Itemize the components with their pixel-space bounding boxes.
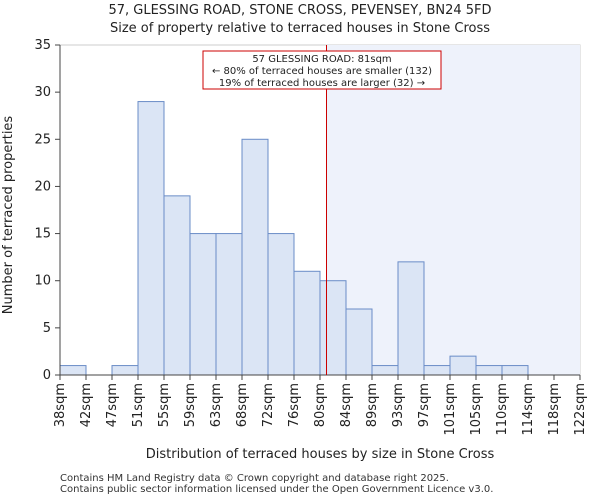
x-axis-title: Distribution of terraced houses by size …: [146, 447, 495, 462]
bar: [397, 261, 425, 376]
x-tick-label: 84sqm: [339, 383, 354, 427]
x-tick-label: 89sqm: [365, 383, 380, 427]
x-tick-label: 80sqm: [313, 383, 328, 427]
bar: [449, 355, 477, 376]
annotation-line-1: 57 GLESSING ROAD: 81sqm: [252, 54, 391, 65]
chart-subtitle: Size of property relative to terraced ho…: [109, 21, 491, 36]
annotation-box: [202, 50, 442, 90]
footer-line-1: Contains HM Land Registry data © Crown c…: [60, 473, 449, 484]
y-tick-label: 30: [34, 85, 51, 100]
x-tick-label: 105sqm: [469, 383, 484, 436]
x-tick-label: 59sqm: [183, 383, 198, 427]
bar: [423, 365, 451, 376]
bar: [501, 365, 529, 376]
footer-line-2: Contains public sector information licen…: [60, 484, 494, 495]
y-axis-title: Number of terraced properties: [1, 116, 16, 315]
x-tick-label: 42sqm: [79, 383, 94, 427]
x-tick-label: 55sqm: [157, 383, 172, 427]
bar: [215, 233, 243, 376]
y-tick-label: 5: [43, 321, 51, 336]
x-tick-label: 122sqm: [573, 383, 588, 436]
annotation-line-2: ← 80% of terraced houses are smaller (13…: [212, 66, 432, 77]
bar: [345, 308, 373, 376]
bar: [371, 365, 399, 376]
x-tick-label: 51sqm: [131, 383, 146, 427]
x-tick-label: 68sqm: [235, 383, 250, 427]
y-tick-label: 15: [34, 227, 51, 242]
annotation-line-3: 19% of terraced houses are larger (32) →: [219, 78, 425, 89]
y-tick-label: 20: [34, 179, 51, 194]
x-tick-label: 118sqm: [547, 383, 562, 436]
bar: [241, 138, 269, 376]
bar: [475, 365, 503, 376]
bar: [59, 365, 87, 376]
x-tick-label: 38sqm: [53, 383, 68, 427]
bar: [293, 270, 321, 376]
x-tick-label: 63sqm: [209, 383, 224, 427]
x-tick-label: 76sqm: [287, 383, 302, 427]
chart-title: 57, GLESSING ROAD, STONE CROSS, PEVENSEY…: [108, 3, 492, 18]
y-tick-label: 25: [34, 132, 51, 147]
bar: [319, 280, 347, 376]
y-tick-label: 10: [34, 274, 51, 289]
x-tick-label: 47sqm: [105, 383, 120, 427]
x-tick-label: 72sqm: [261, 383, 276, 427]
x-tick-label: 101sqm: [443, 383, 458, 436]
y-tick-label: 0: [43, 368, 51, 383]
x-tick-label: 93sqm: [391, 383, 406, 427]
bar: [137, 101, 165, 376]
x-tick-label: 110sqm: [495, 383, 510, 436]
bar: [163, 195, 191, 376]
bar: [111, 365, 139, 376]
x-tick-label: 114sqm: [521, 383, 536, 436]
bar: [189, 233, 217, 376]
y-tick-label: 35: [34, 38, 51, 53]
x-tick-label: 97sqm: [417, 383, 432, 427]
bar: [267, 233, 295, 376]
